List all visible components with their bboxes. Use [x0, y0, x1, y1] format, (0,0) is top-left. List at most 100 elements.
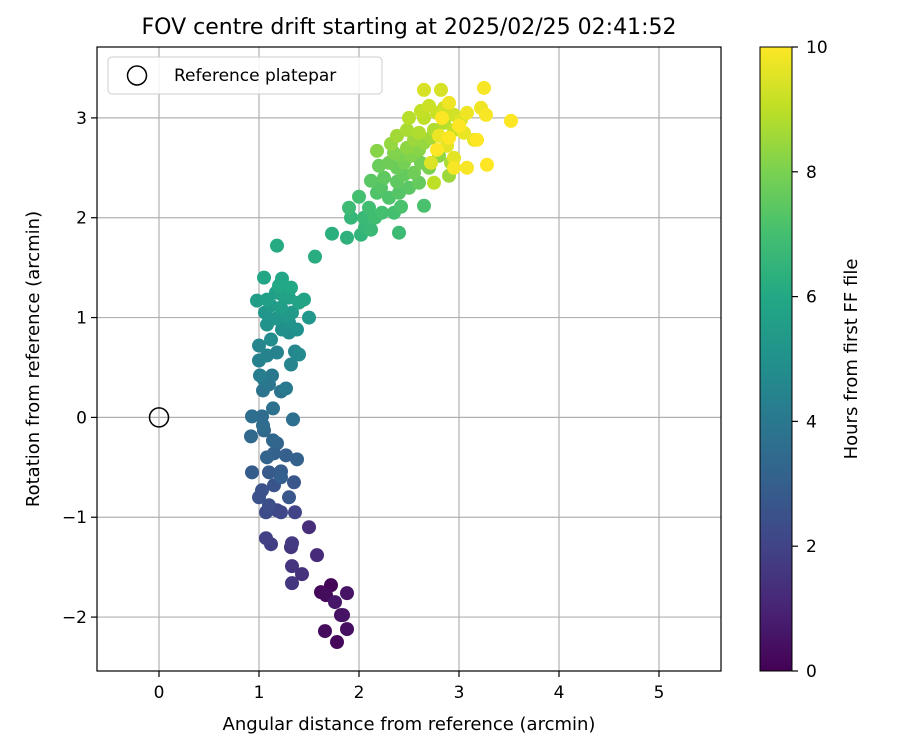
- data-point: [285, 576, 299, 591]
- data-point: [266, 401, 280, 416]
- data-point: [479, 107, 493, 122]
- legend-reference-marker: [126, 65, 148, 86]
- colorbar-tick-label: 6: [806, 288, 817, 308]
- data-point: [417, 198, 431, 213]
- y-tick-label: 2: [76, 209, 87, 229]
- data-point: [274, 470, 288, 485]
- colorbar-tick-label: 0: [806, 662, 817, 682]
- data-point: [274, 505, 288, 520]
- data-point: [269, 311, 283, 326]
- data-point: [285, 305, 299, 320]
- data-point: [297, 292, 311, 307]
- colorbar-tick-label: 8: [806, 163, 817, 183]
- data-point: [447, 160, 461, 175]
- data-point: [259, 531, 273, 546]
- data-point: [255, 483, 269, 498]
- data-point: [325, 226, 339, 241]
- data-point: [255, 409, 269, 424]
- data-point: [288, 505, 302, 520]
- data-point: [257, 270, 271, 285]
- legend: Reference platepar: [107, 56, 383, 95]
- x-tick-label: 4: [554, 683, 565, 703]
- data-point: [295, 567, 309, 582]
- x-axis-ticks: 0 1 2 3 4 5: [154, 671, 664, 703]
- data-point: [442, 130, 456, 145]
- grid: [97, 47, 721, 671]
- data-point: [244, 429, 258, 444]
- data-point: [292, 347, 306, 362]
- x-axis-label: Angular distance from reference (arcmin): [223, 714, 596, 735]
- colorbar-tick-label: 10: [806, 38, 828, 58]
- data-point: [245, 465, 259, 480]
- data-point: [284, 280, 298, 295]
- data-point: [400, 122, 414, 137]
- data-point: [392, 225, 406, 240]
- colorbar-label: Hours from first FF file: [841, 259, 862, 460]
- data-point: [377, 170, 391, 185]
- y-tick-label: −2: [62, 608, 87, 628]
- data-point: [422, 98, 436, 113]
- data-point: [253, 368, 267, 383]
- data-point: [470, 132, 484, 147]
- data-point: [427, 175, 441, 190]
- data-point: [287, 475, 301, 490]
- data-point: [342, 200, 356, 215]
- data-point: [302, 310, 316, 325]
- data-point: [286, 412, 300, 427]
- data-point: [285, 559, 299, 574]
- data-point: [362, 200, 376, 215]
- data-point: [480, 157, 494, 172]
- data-point: [460, 105, 474, 120]
- data-point: [340, 230, 354, 245]
- data-point: [352, 189, 366, 204]
- reference-marker: [148, 407, 170, 428]
- data-point: [266, 433, 280, 448]
- data-point: [264, 332, 278, 347]
- data-point: [290, 452, 304, 467]
- data-point: [435, 110, 449, 125]
- data-point: [364, 222, 378, 237]
- data-point: [447, 150, 461, 165]
- data-point: [265, 368, 279, 383]
- data-point: [310, 548, 324, 563]
- data-point: [252, 338, 266, 353]
- data-point: [430, 142, 444, 157]
- data-point: [402, 110, 416, 125]
- data-point: [279, 448, 293, 463]
- data-point: [262, 465, 276, 480]
- y-tick-label: 0: [76, 408, 87, 428]
- data-point: [285, 536, 299, 551]
- data-point: [330, 635, 344, 650]
- data-point: [262, 498, 276, 513]
- data-point: [308, 249, 322, 264]
- x-tick-label: 1: [254, 683, 265, 703]
- data-point: [504, 113, 518, 128]
- data-point: [328, 595, 342, 610]
- data-point: [442, 95, 456, 110]
- data-point: [302, 520, 316, 535]
- data-point: [336, 608, 350, 623]
- scatter-points: [244, 80, 518, 650]
- data-point: [245, 409, 259, 424]
- data-point: [434, 82, 448, 97]
- x-tick-label: 0: [154, 683, 165, 703]
- data-point: [282, 490, 296, 505]
- data-point: [412, 125, 426, 140]
- data-point: [270, 238, 284, 253]
- chart-title: FOV centre drift starting at 2025/02/25 …: [142, 15, 677, 40]
- y-tick-label: −1: [62, 508, 87, 528]
- data-point: [318, 624, 332, 639]
- colorbar-tick-label: 2: [806, 537, 817, 557]
- colorbar: [759, 46, 793, 672]
- data-point: [260, 450, 274, 465]
- y-tick-label: 1: [76, 309, 87, 329]
- colorbar-tick-label: 4: [806, 412, 817, 432]
- legend-entry-reference: Reference platepar: [174, 66, 336, 86]
- y-axis-ticks: −2 −1 0 1 2 3: [62, 109, 97, 628]
- colorbar-ticks: 0 2 4 6 8 10: [792, 38, 828, 682]
- plot-frame: [96, 46, 722, 672]
- data-point: [424, 155, 438, 170]
- data-point: [375, 205, 389, 220]
- data-point: [370, 143, 384, 158]
